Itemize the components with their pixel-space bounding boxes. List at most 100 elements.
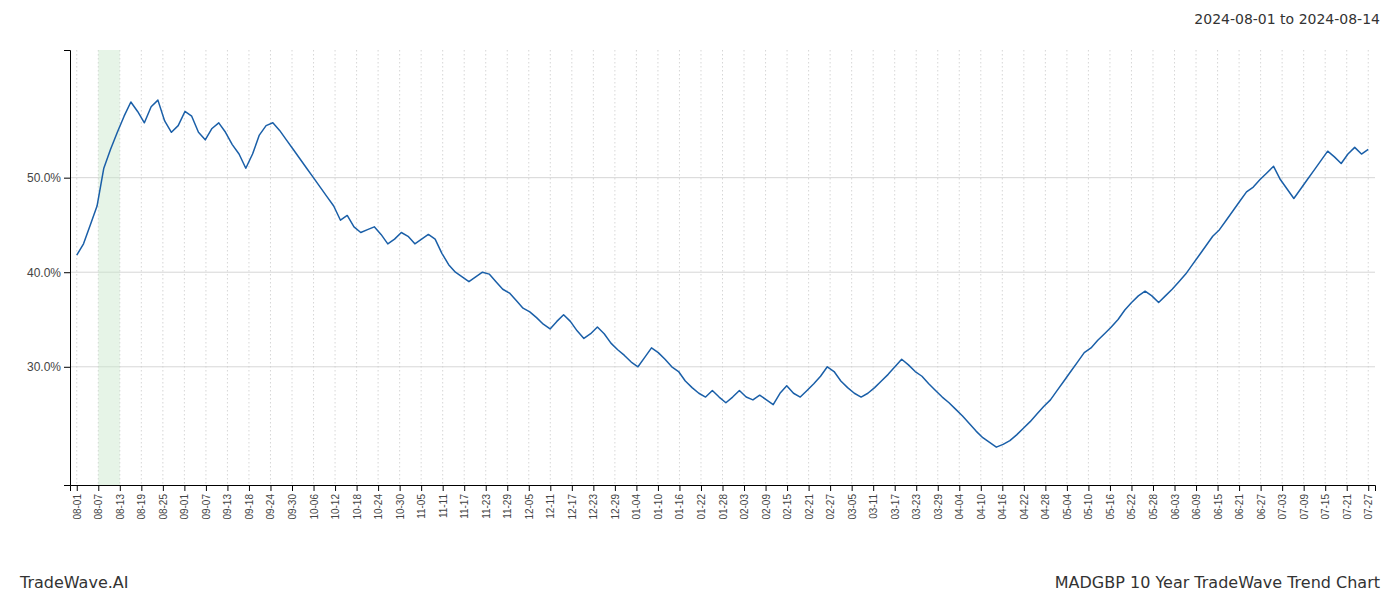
x-grid-line [959, 50, 960, 485]
x-tick-label: 01-04 [631, 494, 642, 520]
x-grid-line [851, 50, 852, 485]
x-tick-label: 02-21 [804, 494, 815, 520]
x-tick: 03-17 [890, 485, 901, 520]
x-tick-mark [335, 485, 336, 491]
x-tick: 08-25 [158, 485, 169, 520]
x-grid-line [464, 50, 465, 485]
x-tick: 05-10 [1083, 485, 1094, 520]
x-grid-line [184, 50, 185, 485]
x-tick-label: 10-30 [395, 494, 406, 520]
x-tick-mark [184, 485, 185, 491]
x-tick-mark [1196, 485, 1197, 491]
x-grid-line [1217, 50, 1218, 485]
x-tick: 01-28 [718, 485, 729, 520]
x-grid-line [485, 50, 486, 485]
x-tick-label: 05-16 [1105, 494, 1116, 520]
x-grid-line [700, 50, 701, 485]
x-tick: 01-16 [674, 485, 685, 520]
x-grid-line [1282, 50, 1283, 485]
x-grid-line [1131, 50, 1132, 485]
x-tick-label: 06-21 [1234, 494, 1245, 520]
x-grid-line [335, 50, 336, 485]
y-tick: 40.0% [27, 266, 70, 280]
x-tick-label: 03-23 [911, 494, 922, 520]
x-tick-mark [357, 485, 358, 491]
y-grid-line [70, 177, 1375, 178]
x-tick-mark [1002, 485, 1003, 491]
x-tick-mark [1067, 485, 1068, 491]
x-tick-label: 11-11 [438, 494, 449, 519]
x-grid-line [378, 50, 379, 485]
x-tick-mark [249, 485, 250, 491]
plot-area [77, 50, 1368, 485]
x-tick: 04-10 [976, 485, 987, 520]
x-tick-label: 05-28 [1148, 494, 1159, 520]
x-tick: 12-23 [588, 485, 599, 520]
x-tick: 03-11 [868, 485, 879, 519]
x-tick: 06-21 [1234, 485, 1245, 520]
x-tick-label: 05-10 [1083, 494, 1094, 520]
x-tick-label: 08-01 [72, 494, 83, 520]
x-grid-line [76, 50, 77, 485]
x-grid-line [1002, 50, 1003, 485]
x-grid-line [1368, 50, 1369, 485]
x-tick-mark [1153, 485, 1154, 491]
y-tick-label: 50.0% [27, 171, 61, 185]
x-tick-label: 04-22 [1019, 494, 1030, 520]
x-tick-mark [744, 485, 745, 491]
x-tick-label: 11-17 [459, 494, 470, 519]
x-tick-label: 03-11 [868, 494, 879, 519]
x-tick-label: 12-05 [524, 494, 535, 520]
x-tick: 08-19 [136, 485, 147, 520]
x-tick-label: 03-17 [890, 494, 901, 520]
x-tick-mark [787, 485, 788, 491]
x-tick-mark [1347, 485, 1348, 491]
x-grid-line [421, 50, 422, 485]
x-grid-line [614, 50, 615, 485]
y-grid-line [70, 272, 1375, 273]
x-tick-mark [809, 485, 810, 491]
x-tick-mark [464, 485, 465, 491]
x-tick-label: 09-07 [201, 494, 212, 520]
x-tick-mark [615, 485, 616, 491]
x-tick: 02-03 [739, 485, 750, 520]
x-tick-label: 01-28 [718, 494, 729, 520]
y-axis: 30.0% 40.0% 50.0% [27, 51, 71, 486]
y-tick: 30.0% [27, 360, 70, 374]
x-tick-mark [981, 485, 982, 491]
x-grid-line [248, 50, 249, 485]
x-tick-mark [1088, 485, 1089, 491]
x-grid-line [1152, 50, 1153, 485]
x-tick: 07-09 [1299, 485, 1310, 520]
x-tick: 12-29 [610, 485, 621, 520]
x-tick-mark [1325, 485, 1326, 491]
highlight-band [98, 50, 120, 485]
x-tick-mark [227, 485, 228, 491]
x-tick-label: 10-06 [309, 494, 320, 520]
x-tick-mark [529, 485, 530, 491]
x-tick-label: 02-15 [782, 494, 793, 520]
x-tick-label: 12-17 [567, 494, 578, 520]
x-tick: 03-05 [847, 485, 858, 520]
y-tick: 50.0% [27, 171, 70, 185]
x-tick-label: 08-25 [158, 494, 169, 520]
x-tick-label: 04-04 [954, 494, 965, 520]
x-grid-line [356, 50, 357, 485]
x-tick: 09-30 [287, 485, 298, 520]
x-tick: 07-27 [1363, 485, 1374, 520]
x-grid-line [1303, 50, 1304, 485]
x-tick-mark [1239, 485, 1240, 491]
x-grid-line [894, 50, 895, 485]
x-tick-mark [314, 485, 315, 491]
x-grid-line [636, 50, 637, 485]
x-tick-label: 09-13 [222, 494, 233, 520]
x-tick-label: 08-07 [93, 494, 104, 520]
x-tick-mark [378, 485, 379, 491]
x-grid-line [808, 50, 809, 485]
x-tick-label: 12-23 [588, 494, 599, 520]
x-grid-line [550, 50, 551, 485]
x-tick: 06-09 [1191, 485, 1202, 520]
x-grid-line [744, 50, 745, 485]
x-tick-mark [141, 485, 142, 491]
x-grid-line [507, 50, 508, 485]
